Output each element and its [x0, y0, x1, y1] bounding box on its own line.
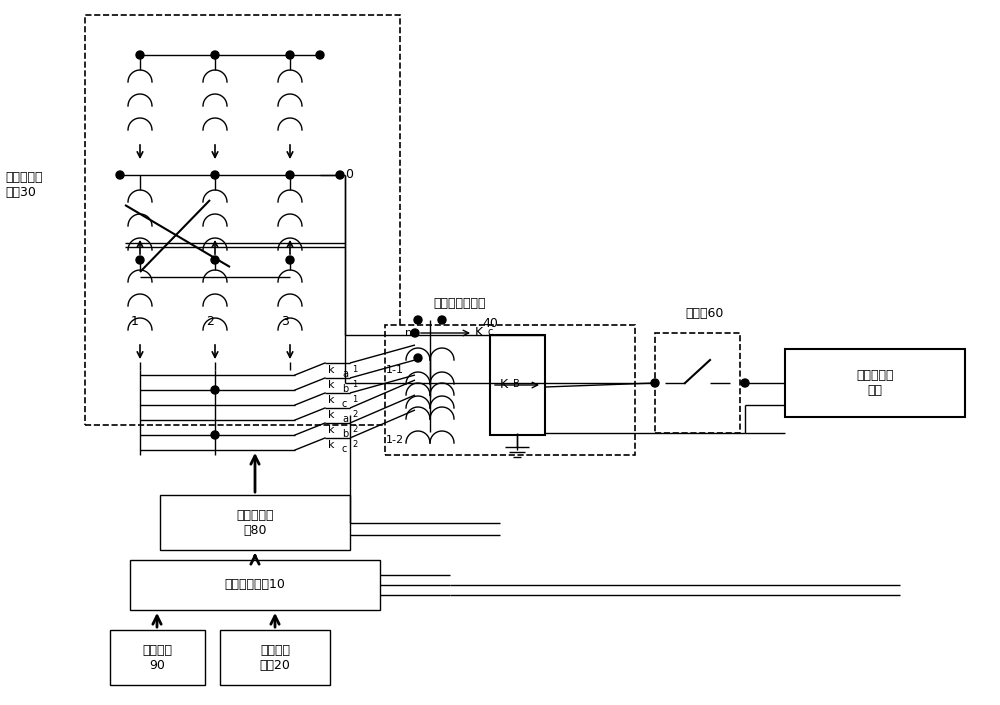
Text: c: c — [488, 327, 493, 337]
Text: 注入变压器模块: 注入变压器模块 — [434, 297, 486, 310]
Text: 1: 1 — [131, 315, 139, 328]
Text: 2: 2 — [206, 315, 214, 328]
Circle shape — [211, 256, 219, 264]
Circle shape — [286, 51, 294, 59]
Text: c: c — [342, 399, 347, 409]
Circle shape — [438, 316, 446, 324]
Circle shape — [411, 329, 419, 337]
Text: k: k — [328, 380, 334, 390]
Text: 2: 2 — [352, 440, 357, 449]
Circle shape — [211, 431, 219, 439]
Text: 1-2: 1-2 — [386, 435, 404, 445]
Circle shape — [651, 379, 659, 387]
Text: 中央控制模块10: 中央控制模块10 — [225, 579, 285, 591]
Text: k: k — [328, 440, 334, 450]
Text: a: a — [342, 369, 348, 379]
Text: K: K — [475, 326, 483, 340]
Circle shape — [211, 386, 219, 394]
Text: k: k — [328, 425, 334, 435]
Circle shape — [286, 256, 294, 264]
Bar — [110, 630, 205, 685]
Text: k: k — [328, 410, 334, 420]
Circle shape — [414, 354, 422, 362]
Text: a: a — [342, 414, 348, 424]
Text: b: b — [342, 429, 348, 439]
Text: 1-1: 1-1 — [386, 365, 404, 375]
Circle shape — [414, 316, 422, 324]
Circle shape — [136, 256, 144, 264]
Circle shape — [136, 51, 144, 59]
Circle shape — [211, 171, 219, 179]
Text: b: b — [342, 384, 348, 394]
Bar — [130, 560, 380, 610]
Text: 2: 2 — [352, 425, 357, 434]
Text: k: k — [328, 395, 334, 405]
Text: B: B — [513, 379, 520, 389]
Text: n: n — [405, 328, 412, 338]
Bar — [785, 349, 965, 417]
Bar — [655, 333, 740, 433]
Bar — [490, 335, 545, 435]
Circle shape — [336, 171, 344, 179]
Text: 断路器60: 断路器60 — [686, 307, 724, 320]
Text: 1: 1 — [352, 395, 357, 404]
Text: K: K — [500, 379, 508, 391]
Text: 1: 1 — [352, 365, 357, 374]
Circle shape — [116, 171, 124, 179]
Circle shape — [286, 171, 294, 179]
Bar — [85, 15, 400, 425]
Bar — [220, 630, 330, 685]
Text: 3: 3 — [281, 315, 289, 328]
Bar — [385, 325, 635, 455]
Circle shape — [741, 379, 749, 387]
Circle shape — [211, 51, 219, 59]
Text: 开关控制模
块80: 开关控制模 块80 — [236, 509, 274, 537]
Text: 1: 1 — [352, 380, 357, 389]
Text: 接地变压器
模块30: 接地变压器 模块30 — [5, 171, 42, 199]
Text: 2: 2 — [352, 410, 357, 419]
Text: 故障判别
模块20: 故障判别 模块20 — [260, 644, 290, 672]
Text: 配电网的中
性点: 配电网的中 性点 — [856, 369, 894, 397]
Circle shape — [316, 51, 324, 59]
Text: k: k — [328, 365, 334, 375]
Text: 0: 0 — [345, 168, 353, 181]
Text: 40: 40 — [482, 317, 498, 330]
Text: c: c — [342, 444, 347, 454]
Text: 延时模块
90: 延时模块 90 — [142, 644, 172, 672]
Bar — [160, 495, 350, 550]
